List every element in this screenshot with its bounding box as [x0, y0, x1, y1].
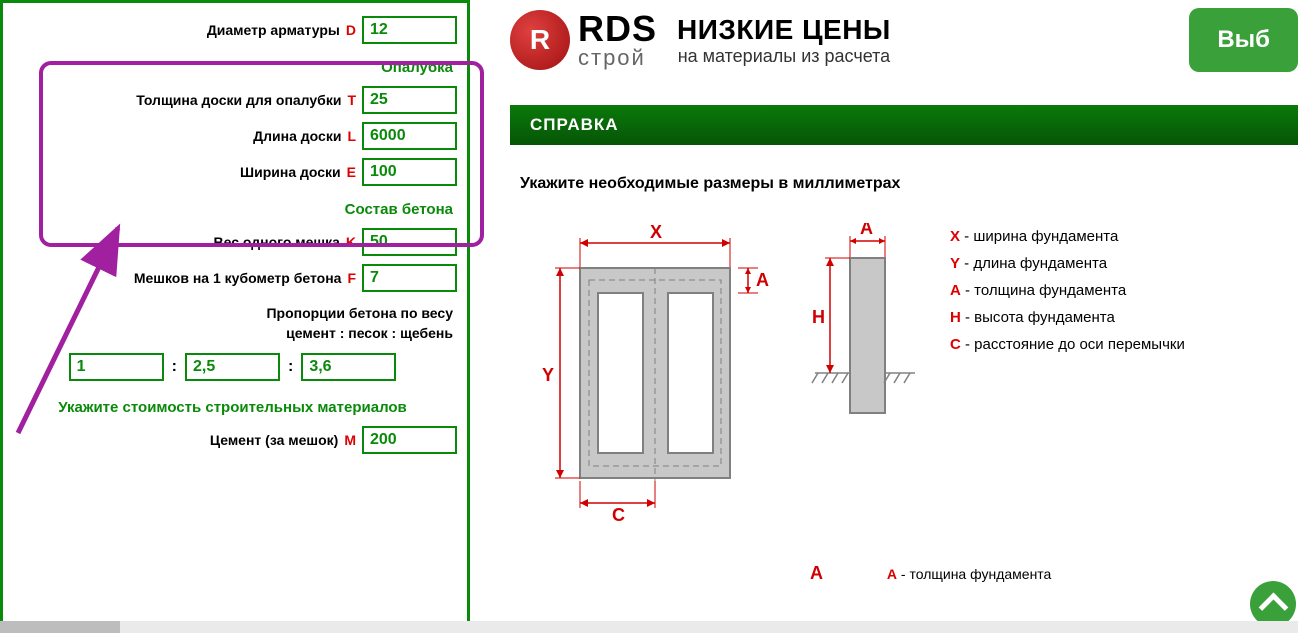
concrete-section-title: Состав бетона	[8, 201, 453, 218]
formwork-section-title: Опалубка	[8, 59, 453, 76]
svg-text:X: X	[650, 223, 662, 242]
legend-c: C - расстояние до оси перемычки	[950, 331, 1185, 358]
foundation-section-diagram: A H	[810, 223, 920, 453]
ad-select-button[interactable]: Выб	[1189, 8, 1298, 72]
prop-line-2: цемент : песок : щебень	[286, 325, 453, 341]
scrollbar-thumb[interactable]	[0, 621, 120, 633]
bag-weight-input[interactable]	[362, 228, 457, 256]
legend-h: H - высота фундамента	[950, 304, 1185, 331]
legend-a2-row: A A - толщина фундамента	[810, 563, 1288, 584]
bag-weight-row: Вес одного мешка K	[8, 228, 457, 256]
legend-x: X - ширина фундамента	[950, 223, 1185, 250]
cement-cost-input[interactable]	[362, 426, 457, 454]
rebar-letter: D	[346, 22, 356, 38]
logo-text: RDS строй	[578, 11, 657, 69]
legend-y: Y - длина фундамента	[950, 250, 1185, 277]
cement-cost-row: Цемент (за мешок) M	[8, 426, 457, 454]
prop-gravel-input[interactable]	[301, 353, 396, 381]
board-length-row: Длина доски L	[8, 122, 457, 150]
legend-a2-diagram-letter: A	[810, 563, 823, 583]
rebar-diameter-row: Диаметр арматуры D	[8, 16, 457, 44]
board-width-letter: E	[347, 164, 356, 180]
prop-sep-2: :	[288, 358, 293, 376]
svg-text:A: A	[860, 223, 873, 238]
help-body: Укажите необходимые размеры в миллиметра…	[510, 145, 1298, 594]
board-thickness-label: Толщина доски для опалубки	[136, 92, 347, 108]
board-width-input[interactable]	[362, 158, 457, 186]
svg-text:Y: Y	[542, 365, 554, 385]
board-length-input[interactable]	[362, 122, 457, 150]
ad-banner: R RDS строй НИЗКИЕ ЦЕНЫ на материалы из …	[510, 0, 1298, 80]
diagram-row: X A	[520, 223, 1288, 523]
bags-per-m3-letter: F	[347, 270, 356, 286]
proportion-inputs-row: : :	[8, 353, 457, 381]
cement-cost-label: Цемент (за мешок)	[210, 432, 345, 448]
rebar-label: Диаметр арматуры	[207, 22, 346, 38]
bags-per-m3-label: Мешков на 1 кубометр бетона	[134, 270, 348, 286]
logo-stroy: строй	[578, 47, 657, 69]
ad-text-block: НИЗКИЕ ЦЕНЫ на материалы из расчета	[677, 14, 891, 67]
help-panel: R RDS строй НИЗКИЕ ЦЕНЫ на материалы из …	[470, 0, 1298, 633]
svg-text:H: H	[812, 307, 825, 327]
dimensions-legend: X - ширина фундамента Y - длина фундамен…	[950, 223, 1185, 358]
cost-section-title: Укажите стоимость строительных материало…	[28, 399, 437, 416]
help-instruction: Укажите необходимые размеры в миллиметра…	[520, 175, 1288, 193]
bag-weight-letter: K	[346, 234, 356, 250]
prop-cement-input[interactable]	[69, 353, 164, 381]
cement-cost-letter: M	[344, 432, 356, 448]
bags-per-m3-row: Мешков на 1 кубометр бетона F	[8, 264, 457, 292]
board-width-label: Ширина доски	[240, 164, 347, 180]
foundation-plan-diagram: X A	[520, 223, 780, 523]
svg-text:A: A	[756, 270, 769, 290]
legend-a: A - толщина фундамента	[950, 277, 1185, 304]
board-length-label: Длина доски	[253, 128, 347, 144]
board-length-letter: L	[347, 128, 356, 144]
help-header: СПРАВКА	[510, 105, 1298, 145]
bag-weight-label: Вес одного мешка	[214, 234, 346, 250]
prop-sep-1: :	[172, 358, 177, 376]
board-width-row: Ширина доски E	[8, 158, 457, 186]
ad-title: НИЗКИЕ ЦЕНЫ	[677, 14, 891, 46]
bags-per-m3-input[interactable]	[362, 264, 457, 292]
calculator-form-panel: Диаметр арматуры D Опалубка Толщина доск…	[0, 0, 470, 633]
board-thickness-row: Толщина доски для опалубки T	[8, 86, 457, 114]
proportion-label: Пропорции бетона по весу цемент : песок …	[8, 304, 453, 343]
board-thickness-letter: T	[347, 92, 356, 108]
horizontal-scrollbar[interactable]	[0, 621, 1298, 633]
prop-line-1: Пропорции бетона по весу	[266, 305, 453, 321]
rebar-input[interactable]	[362, 16, 457, 44]
board-thickness-input[interactable]	[362, 86, 457, 114]
prop-sand-input[interactable]	[185, 353, 280, 381]
logo-icon: R	[510, 10, 570, 70]
ad-subtitle: на материалы из расчета	[677, 46, 891, 67]
svg-text:C: C	[612, 505, 625, 523]
ad-logo[interactable]: R RDS строй	[510, 10, 657, 70]
logo-rds: RDS	[578, 11, 657, 47]
